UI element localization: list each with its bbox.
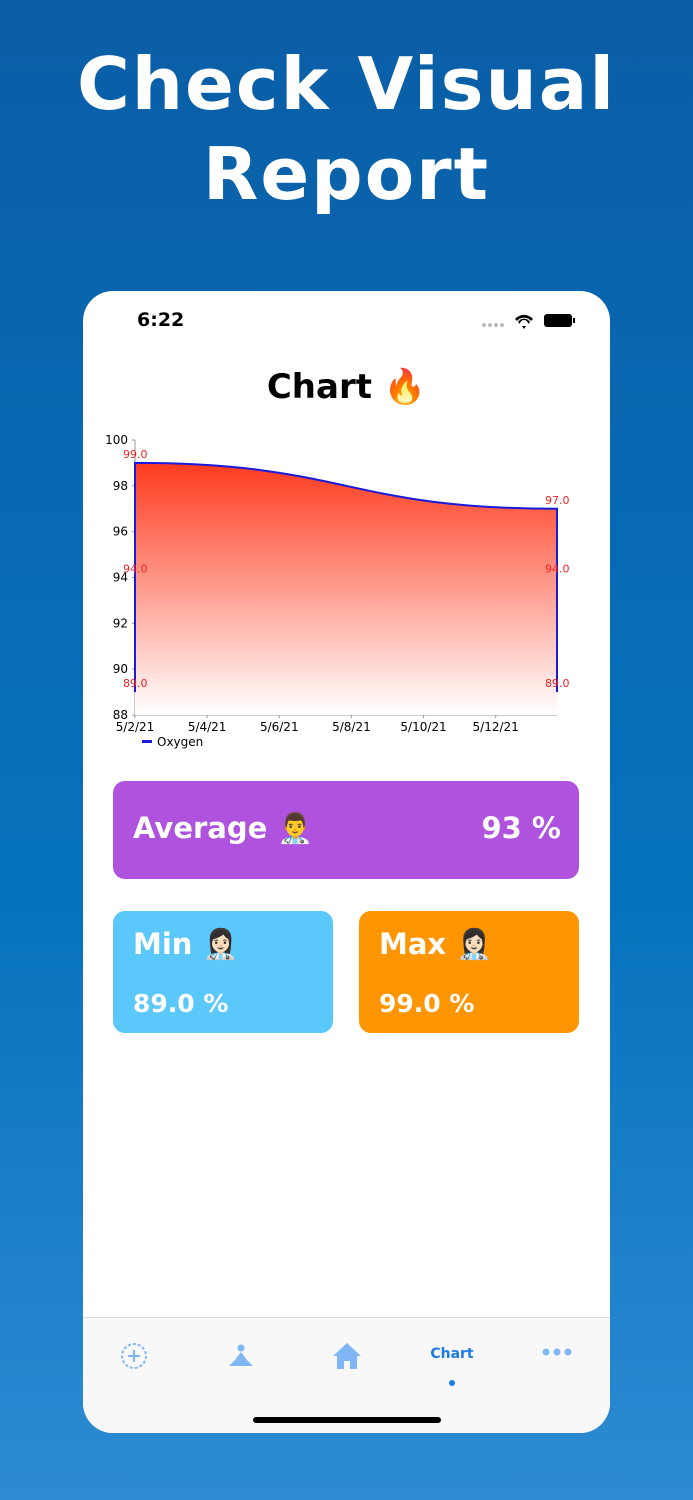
- card-label: Max 👩🏻‍⚕️: [379, 927, 493, 961]
- card-value: 93 %: [481, 811, 561, 845]
- tab-add[interactable]: [119, 1342, 149, 1372]
- tab-home[interactable]: [331, 1340, 363, 1372]
- max-card: Max 👩🏻‍⚕️ 99.0 %: [359, 911, 579, 1033]
- x-tick-label: 5/12/21: [473, 720, 519, 734]
- legend-swatch: [142, 740, 152, 743]
- x-tick-label: 5/6/21: [260, 720, 299, 734]
- y-tick-label: 98: [113, 479, 128, 493]
- active-dot: [449, 1380, 455, 1386]
- y-tick-label: 94: [113, 571, 128, 585]
- line: [134, 461, 558, 693]
- average-card: Average 👨‍⚕️ 93 %: [113, 781, 579, 879]
- legend-label: Oxygen: [157, 735, 203, 749]
- value-label: 89.0: [123, 677, 148, 690]
- home-indicator: [253, 1417, 441, 1423]
- x-tick-label: 5/8/21: [332, 720, 371, 734]
- headline: Check Visual: [76, 42, 617, 126]
- screen-title: Chart 🔥: [266, 367, 427, 407]
- card-value: 99.0 %: [379, 989, 475, 1018]
- x-tick-label: 5/4/21: [188, 720, 227, 734]
- tab-bar: Chart: [83, 1317, 610, 1433]
- value-label: 94.0: [123, 563, 148, 576]
- value-label: 89.0: [545, 677, 570, 690]
- y-tick-label: 96: [113, 525, 128, 539]
- y-tick-label: 92: [113, 616, 128, 630]
- y-tick-label: 88: [113, 708, 128, 722]
- card-value: 89.0 %: [133, 989, 229, 1018]
- value-label: 97.0: [545, 494, 570, 507]
- y-tick-label: 100: [105, 433, 128, 447]
- tab-meditate[interactable]: [226, 1342, 256, 1372]
- value-label: 94.0: [545, 563, 570, 576]
- status-time: 6:22: [137, 309, 185, 331]
- chart: 88 90 92 94 96 98 100 5/2/21 5/4/21 5/6/21 5/8/21 5…: [105, 433, 570, 749]
- headline: Report: [202, 132, 491, 216]
- card-label: Average 👨‍⚕️: [133, 811, 314, 845]
- tab-more[interactable]: [541, 1346, 573, 1358]
- tab-chart[interactable]: Chart: [430, 1346, 474, 1362]
- card-label: Min 👩🏻‍⚕️: [133, 927, 239, 961]
- x-tick-label: 5/2/21: [116, 720, 155, 734]
- x-tick-label: 5/10/21: [400, 720, 446, 734]
- min-card: Min 👩🏻‍⚕️ 89.0 %: [113, 911, 333, 1033]
- status-icons: [482, 314, 575, 329]
- y-tick-label: 90: [113, 662, 128, 676]
- area-fill: [135, 462, 557, 715]
- value-label: 99.0: [123, 448, 148, 461]
